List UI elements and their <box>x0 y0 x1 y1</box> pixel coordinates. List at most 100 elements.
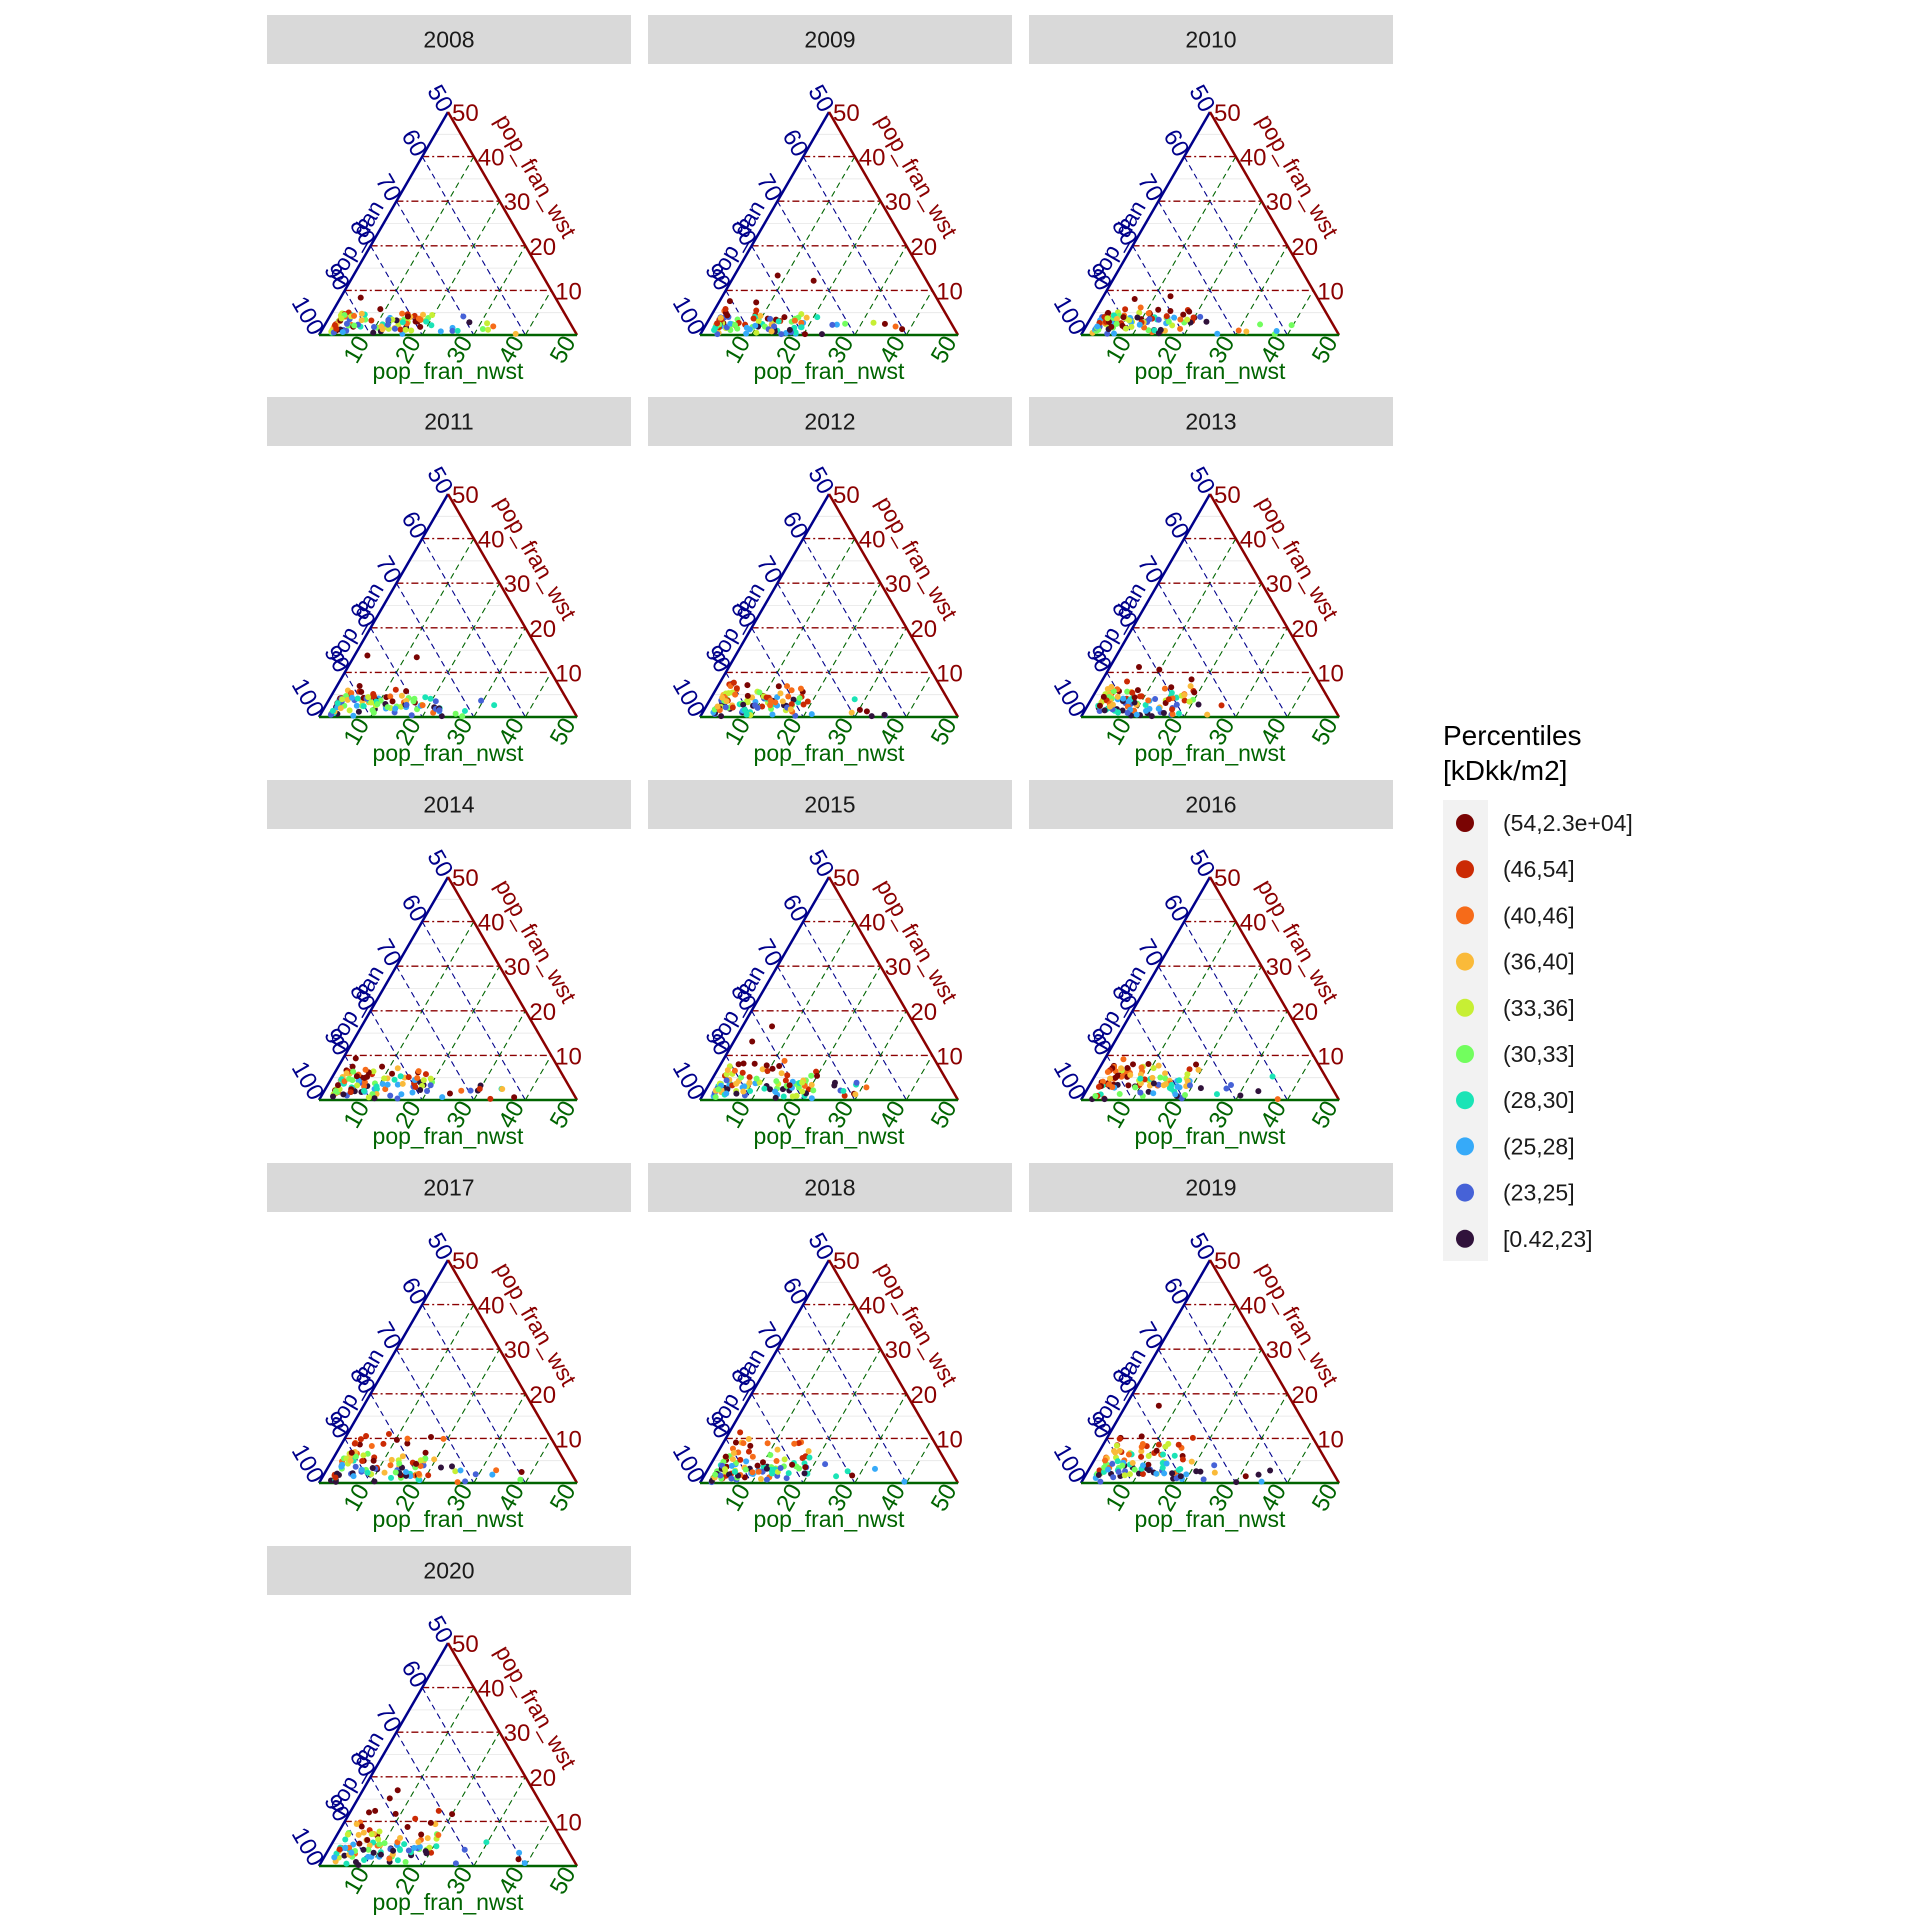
gridline-nwst-30 <box>854 1010 907 1101</box>
data-point <box>768 328 775 335</box>
tick-label-pop-fran-wst: 10 <box>555 1426 582 1453</box>
axis-title-pop-fran-nwst: pop_fran_nwst <box>754 1123 905 1149</box>
data-point <box>331 1854 338 1861</box>
data-point <box>1109 701 1116 708</box>
data-point <box>340 1091 347 1098</box>
data-point <box>339 329 346 336</box>
data-point <box>892 323 899 330</box>
data-point <box>1138 693 1145 700</box>
data-point <box>1145 1461 1152 1468</box>
strip-label: 2008 <box>423 27 474 53</box>
tick-label-pop-fran-wst: 40 <box>1240 910 1267 937</box>
data-point <box>338 315 345 322</box>
data-point <box>1095 1083 1102 1090</box>
data-point <box>404 1824 411 1831</box>
data-point <box>1165 696 1172 703</box>
data-point <box>365 1846 372 1853</box>
tick-label-pop-fran-nwst: 10 <box>338 1479 375 1516</box>
legend-key <box>1456 998 1474 1017</box>
data-point <box>352 1453 359 1460</box>
data-point <box>1186 308 1193 315</box>
data-point <box>398 692 405 699</box>
data-point <box>428 1434 435 1441</box>
tick-label-pop-fran-wst: 50 <box>1214 482 1241 509</box>
data-point <box>787 706 794 713</box>
data-point <box>740 1440 747 1447</box>
legend-key <box>1456 906 1474 925</box>
data-point <box>392 1469 399 1476</box>
legend: Percentiles [kDkk/m2] (54,2.3e+04] (46,54] (… <box>1443 720 1633 1261</box>
data-point <box>449 1811 456 1818</box>
data-point <box>347 1089 354 1096</box>
data-point <box>753 307 760 314</box>
data-point <box>388 1456 395 1463</box>
data-point <box>411 1844 418 1851</box>
data-point <box>782 1077 789 1084</box>
tick-label-pop-dan: 100 <box>286 1440 329 1488</box>
data-point <box>1112 1449 1119 1456</box>
data-point <box>1120 314 1127 321</box>
gridline-nwst-30 <box>1235 627 1288 718</box>
data-point <box>364 652 371 659</box>
data-point <box>781 1057 788 1064</box>
data-point <box>745 1448 752 1455</box>
legend-label: (36,40] <box>1503 949 1575 975</box>
gridline-nwst-30 <box>1235 1010 1288 1101</box>
data-point <box>521 1860 528 1867</box>
data-point <box>810 1087 817 1094</box>
data-point <box>728 1462 735 1469</box>
data-point <box>740 1060 747 1067</box>
data-point <box>350 1068 357 1075</box>
strip-label: 2020 <box>423 1558 474 1584</box>
data-point <box>376 1841 383 1848</box>
data-point <box>1145 1453 1152 1460</box>
data-point <box>1114 693 1121 700</box>
legend-key <box>1456 1183 1474 1202</box>
data-point <box>763 1062 770 1069</box>
data-point <box>404 1435 411 1442</box>
data-point <box>742 1466 749 1473</box>
data-point <box>781 314 788 321</box>
data-point <box>452 1468 459 1475</box>
data-point <box>458 1087 465 1094</box>
data-point <box>723 1077 730 1084</box>
data-point <box>1146 316 1153 323</box>
data-point <box>1175 710 1182 717</box>
tick-label-pop-fran-wst: 20 <box>529 1382 556 1409</box>
tick-label-pop-fran-nwst: 10 <box>338 1862 375 1899</box>
data-point <box>457 1467 464 1474</box>
strip-background <box>648 780 1012 829</box>
data-point <box>871 1465 878 1472</box>
data-point <box>1181 692 1188 699</box>
tick-label-pop-fran-wst: 20 <box>1291 1382 1318 1409</box>
data-point <box>753 299 760 306</box>
data-point <box>394 1081 401 1088</box>
tick-label-pop-fran-nwst: 10 <box>719 1479 756 1516</box>
tick-label-pop-fran-wst: 10 <box>1317 660 1344 687</box>
data-point <box>795 1440 802 1447</box>
data-point <box>1106 1075 1113 1082</box>
tick-label-pop-fran-wst: 50 <box>1214 1248 1241 1275</box>
axis-title-pop-fran-nwst: pop_fran_nwst <box>1135 358 1286 384</box>
data-point <box>1171 1452 1178 1459</box>
legend-title: [kDkk/m2] <box>1443 755 1567 786</box>
data-point <box>1121 1472 1128 1479</box>
data-point <box>423 318 430 325</box>
legend-key <box>1456 1091 1474 1110</box>
data-point <box>408 712 415 719</box>
data-point <box>785 693 792 700</box>
axis-title-pop-fran-nwst: pop_fran_nwst <box>1135 1123 1286 1149</box>
data-point <box>1129 1459 1136 1466</box>
data-point <box>342 1844 349 1851</box>
legend-label: (25,28] <box>1503 1133 1575 1159</box>
gridline-nwst-30 <box>473 1010 526 1101</box>
data-point <box>408 327 415 334</box>
data-point <box>1140 1462 1147 1469</box>
data-point <box>360 703 367 710</box>
data-point <box>330 1093 337 1100</box>
data-point <box>413 654 420 661</box>
data-point <box>373 1083 380 1090</box>
data-point <box>370 693 377 700</box>
